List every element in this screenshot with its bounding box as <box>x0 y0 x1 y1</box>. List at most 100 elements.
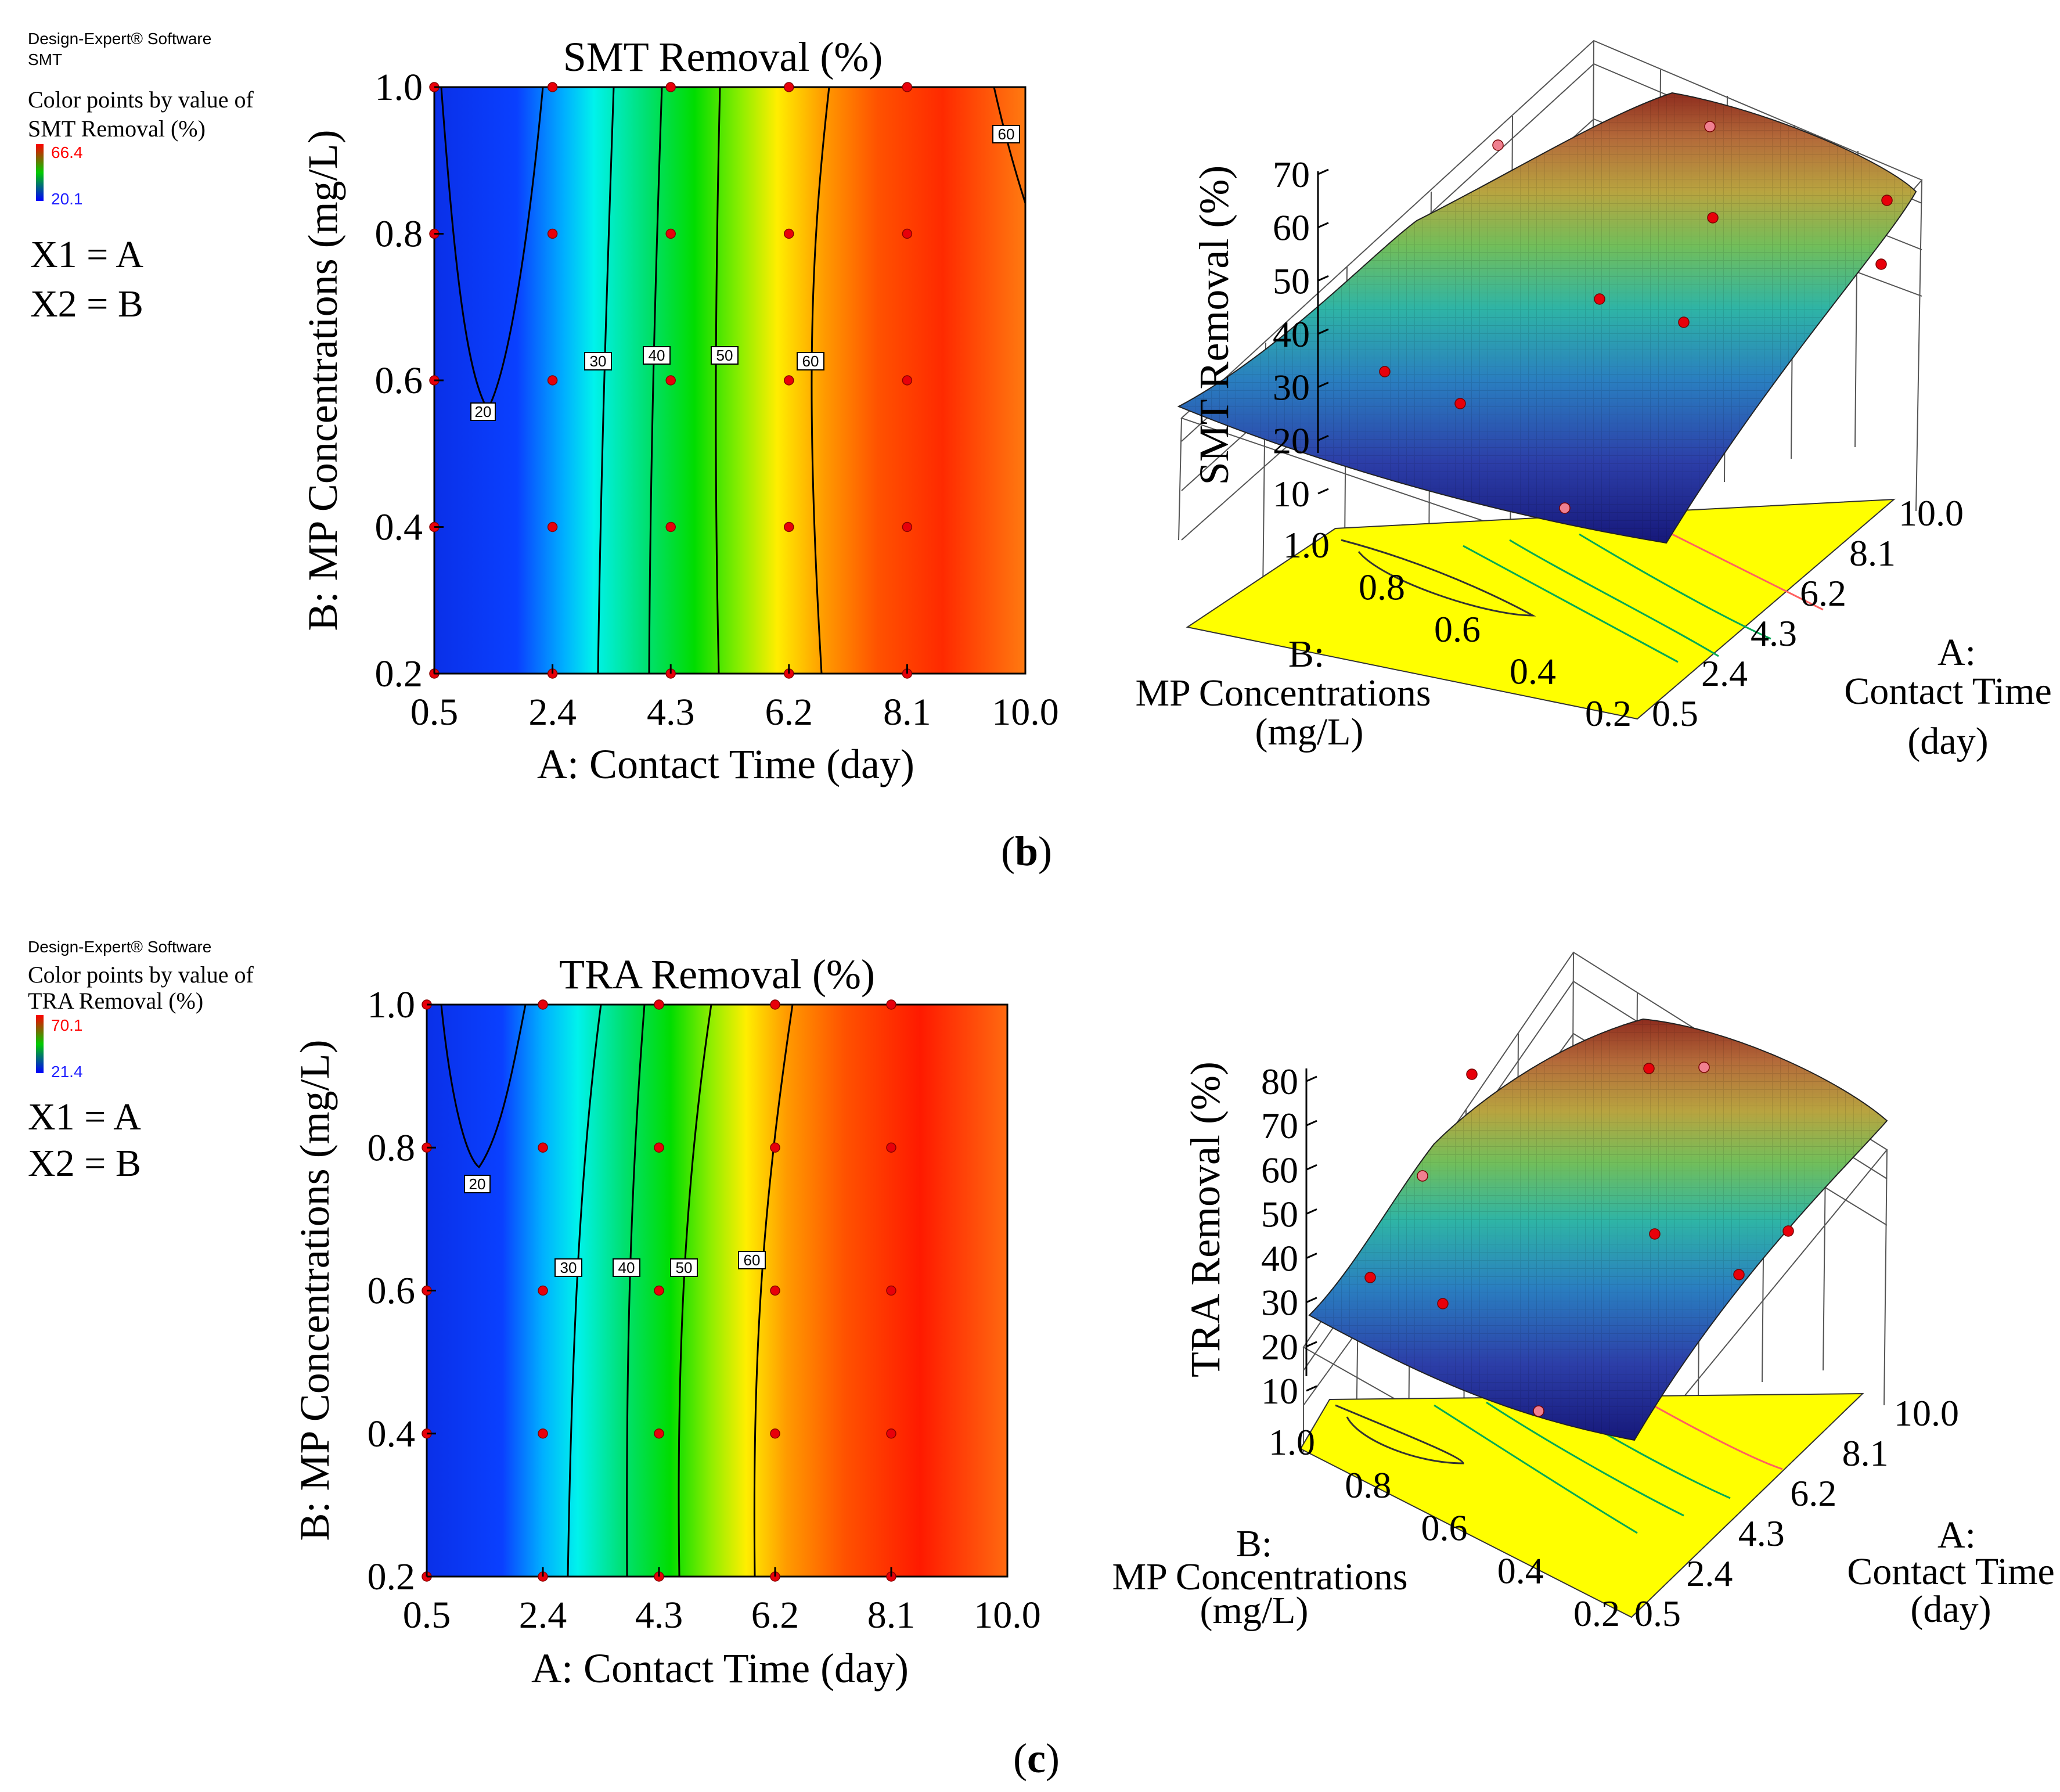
contour-fill <box>427 1005 1007 1577</box>
surface-design-point <box>1559 502 1571 514</box>
svg-text:(c): (c) <box>1013 1735 1060 1782</box>
b-tick-label: 0.2 <box>1585 693 1632 734</box>
contour-label-30: 30 <box>560 1259 577 1276</box>
a-axis-label-line1: A: <box>1937 1514 1976 1556</box>
contour-label-40: 40 <box>649 347 665 364</box>
design-point <box>654 1285 664 1296</box>
floor-contours <box>1341 527 1824 663</box>
contour-label-50: 50 <box>716 347 733 364</box>
contour-line-50 <box>678 1004 712 1577</box>
legend-b: Design-Expert® Software SMT Color points… <box>28 30 254 325</box>
a-tick-label: 6.2 <box>1800 573 1846 614</box>
design-point <box>902 228 913 239</box>
legend-min-label: 21.4 <box>51 1063 83 1081</box>
z-tick-mark <box>1306 1120 1317 1127</box>
x-tick-label: 2.4 <box>519 1594 567 1636</box>
b-axis-ticks: 1.0 0.8 0.6 0.4 0.2 <box>1283 524 1632 734</box>
z-tick-label: 50 <box>1273 260 1310 301</box>
contour-title: SMT Removal (%) <box>563 34 883 80</box>
a-tick-label: 2.4 <box>1701 653 1748 694</box>
response-label: SMT <box>28 51 62 69</box>
contour-label-40: 40 <box>618 1259 635 1276</box>
caption-open-paren: ( <box>1013 1735 1027 1782</box>
surface-points <box>1379 121 1893 514</box>
z-tick-label: 50 <box>1261 1193 1298 1235</box>
x-tick-label: 10.0 <box>974 1594 1041 1636</box>
contour-y-label: B: MP Concentrations (mg/L) <box>291 1039 338 1541</box>
svg-text:(b): (b) <box>1001 828 1052 875</box>
b-tick-label: 0.4 <box>1497 1550 1544 1591</box>
design-point <box>770 1142 780 1153</box>
design-point <box>654 1142 664 1153</box>
surface-design-point <box>1875 258 1887 270</box>
design-point <box>770 1285 780 1296</box>
b-tick-label: 0.2 <box>1573 1593 1620 1634</box>
contour-axes: 0.5 2.4 4.3 6.2 8.1 10.0 0.2 0.4 0.6 0.8 1.0 <box>368 984 1041 1636</box>
y-tick-label: 0.6 <box>375 359 423 402</box>
surface-z-label: TRA Removal (%) <box>1182 1061 1229 1377</box>
a-axis-label-line3: (day) <box>1910 1588 1991 1631</box>
y-tick-label: 0.2 <box>368 1556 416 1598</box>
surface-design-point <box>1707 212 1719 224</box>
x-tick-label: 4.3 <box>647 691 695 733</box>
design-point <box>547 228 558 239</box>
b-tick-label: 1.0 <box>1269 1422 1315 1463</box>
b-axis-label-line2: MP Concentrations <box>1135 672 1431 714</box>
b-tick-label: 0.8 <box>1359 567 1405 608</box>
surface-design-point <box>1881 195 1893 206</box>
design-point <box>770 999 780 1010</box>
z-tick-label: 60 <box>1273 207 1310 249</box>
x-tick-label: 0.5 <box>403 1594 451 1636</box>
design-point <box>784 82 794 92</box>
design-point <box>784 521 794 532</box>
contour-lines <box>440 1004 794 1577</box>
y-tick-label: 0.6 <box>368 1270 416 1312</box>
caption-close-paren: ) <box>1046 1735 1060 1782</box>
contour-labels: 20 30 40 50 60 60 <box>470 125 1020 421</box>
contour-label-20: 20 <box>469 1175 486 1193</box>
contour-label-60: 60 <box>802 352 819 370</box>
z-tick-mark <box>1317 168 1329 175</box>
b-axis-label-line1: B: <box>1236 1523 1272 1565</box>
a-tick-label: 2.4 <box>1686 1553 1733 1594</box>
contour-y-label: B: MP Concentrations (mg/L) <box>300 129 346 631</box>
legend-min-label: 20.1 <box>51 190 83 208</box>
design-point <box>547 82 558 92</box>
z-tick-label: 70 <box>1261 1105 1298 1146</box>
contour-fill <box>434 87 1025 674</box>
surface-design-point <box>1698 1061 1710 1073</box>
b-axis-label-line3: (mg/L) <box>1200 1589 1309 1632</box>
contour-label-60: 60 <box>744 1251 761 1269</box>
a-tick-label: 6.2 <box>1790 1473 1836 1514</box>
b-tick-label: 0.8 <box>1345 1464 1391 1506</box>
design-point <box>547 521 558 532</box>
design-point <box>538 1142 548 1153</box>
surface-design-point <box>1454 398 1466 409</box>
legend-max-label: 66.4 <box>51 143 83 161</box>
legend-color-bar <box>36 1015 44 1073</box>
a-tick-label: 4.3 <box>1751 613 1797 654</box>
surface-design-point <box>1533 1405 1544 1417</box>
design-point <box>770 1428 780 1439</box>
z-tick-label: 80 <box>1261 1061 1298 1102</box>
z-tick-mark <box>1317 488 1329 495</box>
z-tick-mark <box>1317 222 1329 229</box>
caption-c: (c) <box>1013 1735 1060 1782</box>
design-point <box>654 1428 664 1439</box>
z-tick-mark <box>1317 275 1329 282</box>
z-tick-label: 10 <box>1273 473 1310 514</box>
color-by-line2: TRA Removal (%) <box>28 988 203 1014</box>
design-point <box>538 999 548 1010</box>
design-point <box>538 1285 548 1296</box>
z-tick-label: 30 <box>1261 1282 1298 1323</box>
x-tick-label: 6.2 <box>765 691 813 733</box>
legend-c: Design-Expert® Software Color points by … <box>28 938 254 1185</box>
caption-letter: b <box>1015 828 1038 875</box>
y-tick-label: 1.0 <box>375 66 423 109</box>
surface-z-label: SMT Removal (%) <box>1191 165 1237 485</box>
contour-line-60 <box>811 87 830 674</box>
a-tick-label: 0.5 <box>1634 1593 1681 1634</box>
y-tick-label: 1.0 <box>368 984 416 1026</box>
contour-label-20: 20 <box>475 403 492 420</box>
